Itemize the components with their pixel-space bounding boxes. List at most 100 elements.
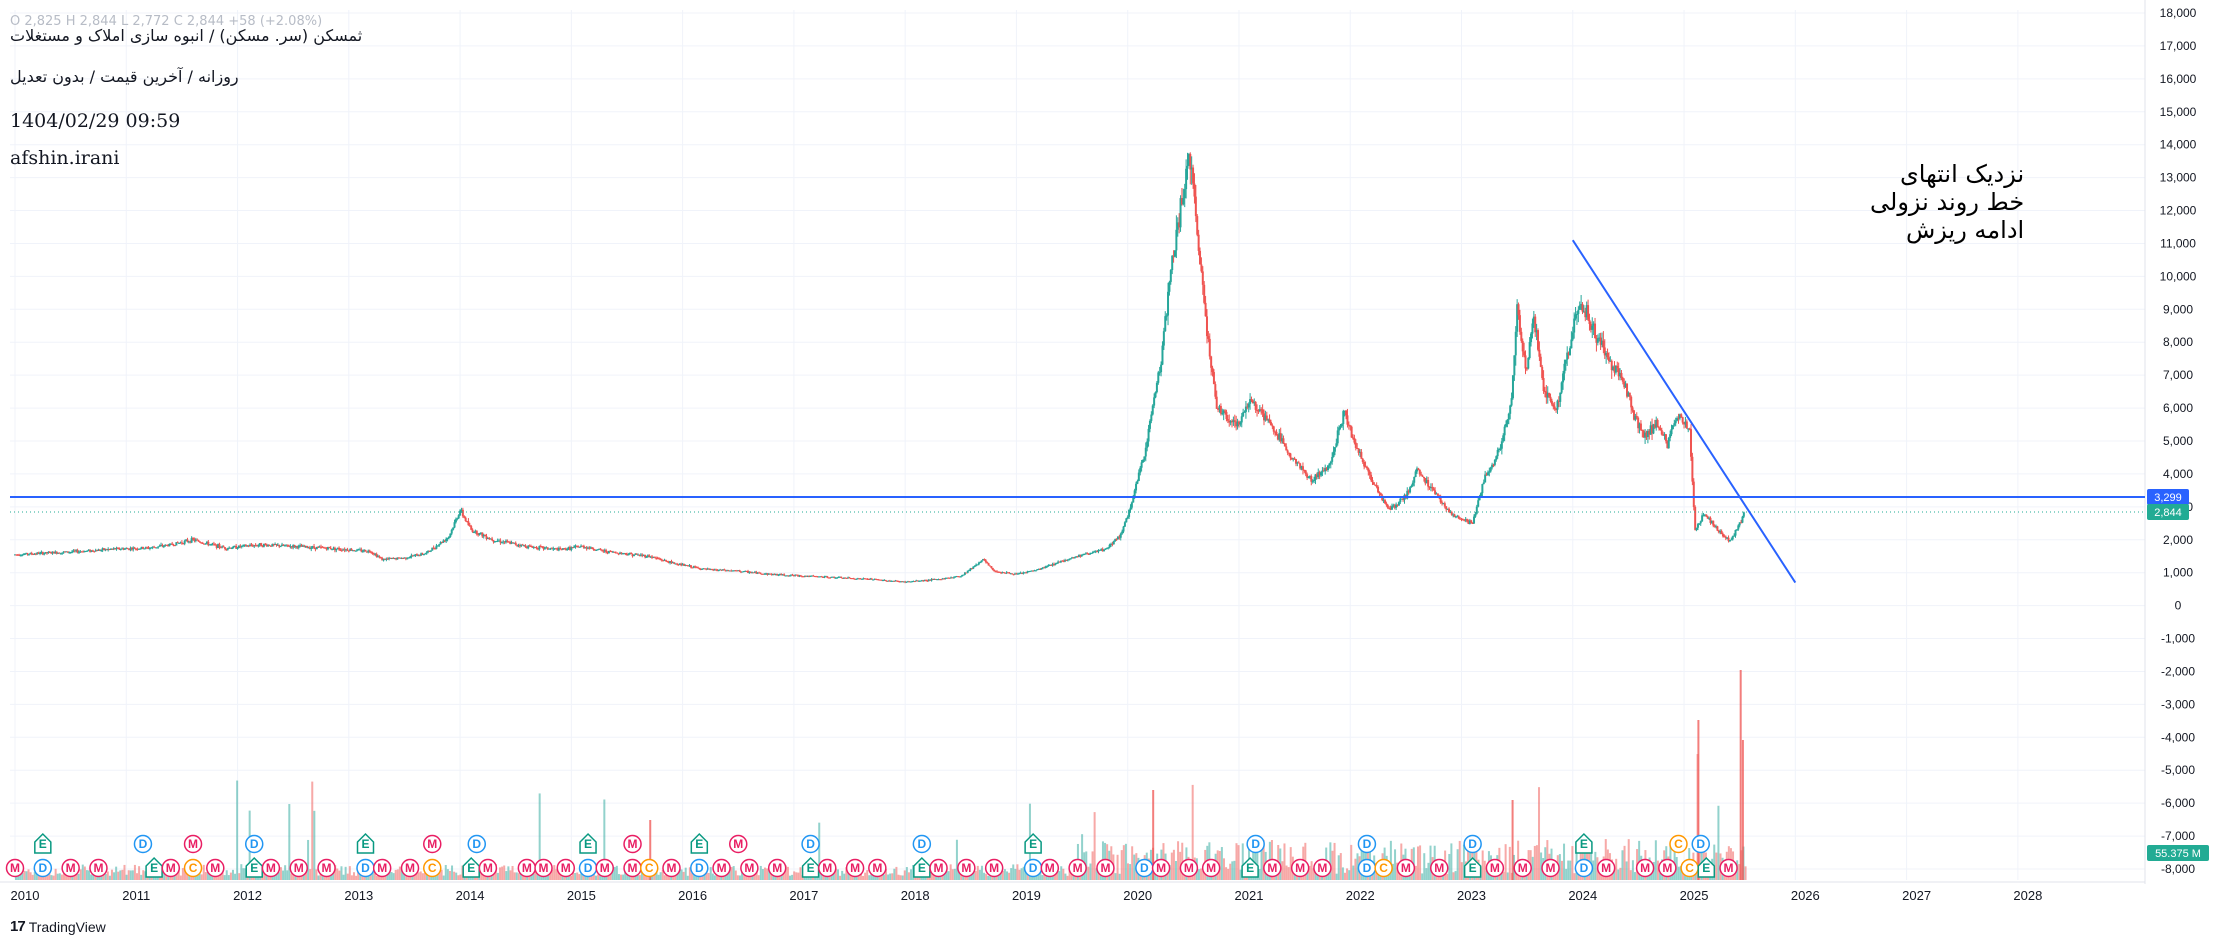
- event-marker-d[interactable]: D: [1463, 834, 1482, 854]
- event-marker-m[interactable]: M: [1068, 858, 1087, 878]
- event-marker-m[interactable]: M: [623, 858, 642, 878]
- event-marker-m[interactable]: M: [556, 858, 576, 878]
- event-marker-m[interactable]: M: [595, 858, 614, 878]
- event-marker-d[interactable]: D: [690, 858, 709, 878]
- event-marker-e[interactable]: E: [34, 832, 52, 854]
- event-marker-m[interactable]: M: [400, 858, 420, 878]
- event-marker-m[interactable]: M: [1719, 858, 1738, 878]
- event-marker-m[interactable]: M: [206, 858, 225, 878]
- event-marker-m[interactable]: M: [845, 858, 865, 878]
- drawn-lines[interactable]: [10, 239, 2145, 584]
- event-marker-d[interactable]: D: [133, 834, 153, 854]
- event-marker-m[interactable]: M: [1290, 858, 1310, 878]
- event-marker-m[interactable]: M: [372, 858, 392, 878]
- event-marker-m[interactable]: M: [729, 834, 748, 854]
- event-marker-m[interactable]: M: [89, 858, 108, 878]
- event-marker-c[interactable]: C: [639, 858, 659, 878]
- time-axis[interactable]: 2010 2011 2012 2013 2014 2015 2016 2017 2018 2019…: [11, 888, 2043, 903]
- event-marker-m[interactable]: M: [929, 858, 948, 878]
- event-marker-m[interactable]: M: [261, 858, 281, 878]
- event-marker-d[interactable]: D: [578, 858, 598, 878]
- event-marker-e[interactable]: E: [1241, 856, 1259, 878]
- event-marker-m[interactable]: M: [161, 858, 181, 878]
- price-axis[interactable]: 18,00017,00016,00015,00014,00013,00012,0…: [2160, 6, 2197, 876]
- event-marker-m[interactable]: M: [1313, 858, 1332, 878]
- event-marker-m[interactable]: M: [957, 858, 976, 878]
- event-marker-d[interactable]: D: [1023, 858, 1043, 878]
- event-marker-m[interactable]: M: [478, 858, 498, 878]
- event-marker-d[interactable]: D: [33, 858, 53, 878]
- event-marker-c[interactable]: C: [1669, 834, 1688, 854]
- event-marker-e[interactable]: E: [1463, 856, 1482, 878]
- event-letter: M: [1601, 861, 1611, 875]
- event-marker-m[interactable]: M: [1658, 858, 1677, 878]
- event-marker-d[interactable]: D: [1574, 858, 1594, 878]
- chart-annotation[interactable]: نزدیک انتهای خط روند نزولی ادامه ریزش: [1870, 160, 2024, 244]
- event-marker-e[interactable]: E: [1575, 832, 1593, 854]
- candle-body: [221, 546, 224, 548]
- event-marker-c[interactable]: C: [1680, 858, 1699, 878]
- event-marker-d[interactable]: D: [1691, 834, 1710, 854]
- event-marker-d[interactable]: D: [244, 834, 264, 854]
- event-marker-d[interactable]: D: [356, 858, 375, 878]
- event-marker-m[interactable]: M: [1430, 858, 1449, 878]
- event-marker-m[interactable]: M: [767, 858, 787, 878]
- event-marker-m[interactable]: M: [740, 858, 759, 878]
- tradingview-logo[interactable]: 17 TradingView: [10, 918, 106, 935]
- event-marker-e[interactable]: E: [690, 832, 709, 854]
- volume-bar: [1331, 850, 1334, 880]
- event-marker-m[interactable]: M: [1040, 858, 1060, 878]
- event-marker-m[interactable]: M: [317, 858, 336, 878]
- event-marker-c[interactable]: C: [1374, 858, 1393, 878]
- event-marker-m[interactable]: M: [1396, 858, 1416, 878]
- event-marker-e[interactable]: E: [145, 856, 163, 878]
- event-marker-e[interactable]: E: [462, 856, 480, 878]
- event-marker-m[interactable]: M: [623, 834, 642, 854]
- event-marker-c[interactable]: C: [183, 858, 203, 878]
- event-marker-m[interactable]: M: [1096, 858, 1115, 878]
- event-marker-d[interactable]: D: [467, 834, 487, 854]
- event-marker-e[interactable]: E: [1024, 832, 1042, 854]
- event-marker-e[interactable]: E: [913, 856, 931, 878]
- event-marker-m[interactable]: M: [1201, 858, 1221, 878]
- volume-bar: [574, 872, 577, 880]
- event-marker-d[interactable]: D: [1357, 834, 1377, 854]
- event-marker-d[interactable]: D: [801, 834, 820, 854]
- event-marker-m[interactable]: M: [1179, 858, 1199, 878]
- event-marker-d[interactable]: D: [1135, 858, 1154, 878]
- event-marker-m[interactable]: M: [868, 858, 887, 878]
- event-marker-m[interactable]: M: [1263, 858, 1282, 878]
- event-marker-m[interactable]: M: [1485, 858, 1505, 878]
- event-marker-m[interactable]: M: [1541, 858, 1560, 878]
- event-marker-m[interactable]: M: [1151, 858, 1171, 878]
- event-marker-m[interactable]: M: [5, 858, 25, 878]
- event-marker-m[interactable]: M: [534, 858, 553, 878]
- event-marker-m[interactable]: M: [517, 858, 537, 878]
- event-marker-m[interactable]: M: [61, 858, 80, 878]
- event-marker-m[interactable]: M: [1513, 858, 1532, 878]
- event-marker-m[interactable]: M: [818, 858, 837, 878]
- volume-bar: [27, 869, 30, 880]
- event-marker-m[interactable]: M: [183, 834, 203, 854]
- event-marker-m[interactable]: M: [423, 834, 442, 854]
- event-marker-m[interactable]: M: [662, 858, 681, 878]
- candle-body: [393, 558, 396, 560]
- event-marker-e[interactable]: E: [1697, 856, 1716, 878]
- event-marker-e[interactable]: E: [801, 856, 820, 878]
- event-marker-m[interactable]: M: [1596, 858, 1616, 878]
- event-marker-d[interactable]: D: [1246, 834, 1265, 854]
- candle-body: [1084, 553, 1087, 555]
- event-marker-e[interactable]: E: [356, 832, 375, 854]
- event-marker-c[interactable]: C: [423, 858, 442, 878]
- event-marker-d[interactable]: D: [1357, 858, 1377, 878]
- event-marker-m[interactable]: M: [712, 858, 731, 878]
- event-marker-d[interactable]: D: [912, 834, 932, 854]
- event-marker-e[interactable]: E: [245, 856, 263, 878]
- event-marker-m[interactable]: M: [1635, 858, 1655, 878]
- event-marker-m[interactable]: M: [289, 858, 308, 878]
- event-marker-m[interactable]: M: [984, 858, 1004, 878]
- candle-body: [1157, 372, 1160, 383]
- event-marker-e[interactable]: E: [579, 832, 597, 854]
